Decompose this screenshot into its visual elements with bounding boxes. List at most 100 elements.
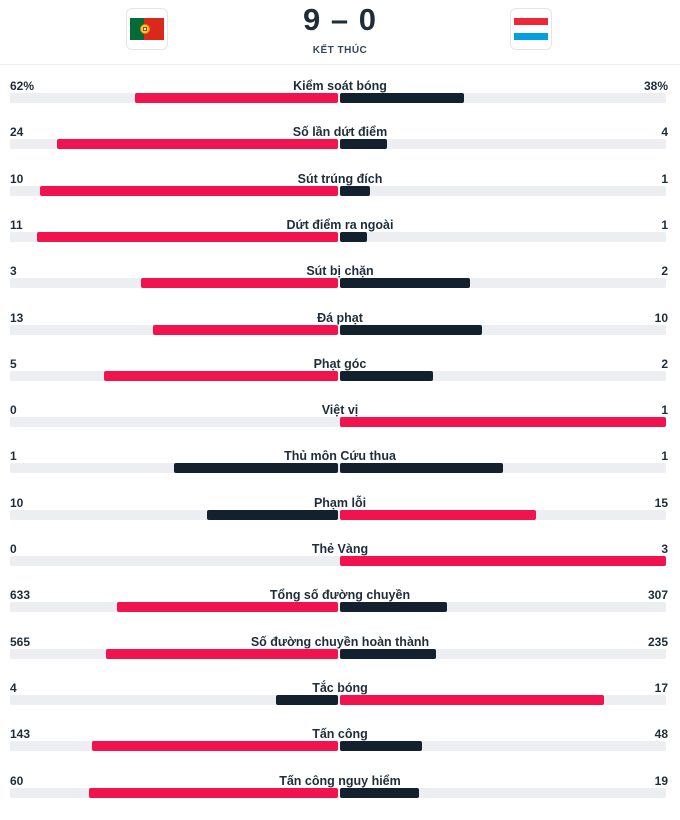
stat-bar-track	[10, 602, 666, 613]
away-stat-value: 1	[661, 403, 668, 418]
stat-bar-track	[10, 278, 666, 289]
away-stat-bar	[340, 417, 666, 428]
home-stat-value: 10	[10, 171, 24, 186]
away-stat-bar	[340, 185, 370, 196]
stat-bar-track	[10, 93, 666, 103]
stat-row: 633 Tổng số đường chuyền 307	[0, 588, 680, 634]
away-stat-bar	[340, 787, 419, 798]
match-score: 9 – 0	[303, 2, 377, 37]
away-stat-value: 3	[661, 542, 668, 556]
stat-row: 10 Phạm lỗi 15	[0, 496, 680, 542]
stat-row: 4 Tắc bóng 17	[0, 681, 680, 727]
stat-label: Phạm lỗi	[313, 495, 367, 510]
stat-bar-track	[10, 139, 666, 150]
match-status: KẾT THÚC	[312, 45, 368, 56]
stat-bar-track	[10, 741, 666, 752]
home-stat-value: 5	[10, 356, 17, 371]
away-stat-value: 1	[661, 217, 668, 232]
stat-bar-track	[10, 694, 666, 705]
stat-bar-track	[10, 185, 666, 196]
away-stat-value: 19	[654, 773, 668, 788]
stat-row: 0 Việt vị 1	[0, 403, 680, 449]
home-stat-bar	[103, 370, 338, 381]
stat-row: 3 Sút bị chặn 2	[0, 264, 680, 310]
stat-label: Thẻ Vàng	[311, 542, 369, 556]
stat-row: 13 Đá phạt 10	[0, 311, 680, 357]
away-stat-bar	[340, 278, 471, 289]
home-stat-value: 633	[10, 588, 31, 603]
home-stat-bar	[89, 787, 338, 798]
home-stat-bar	[106, 648, 338, 659]
stat-bar-track	[10, 463, 666, 474]
away-stat-bar	[340, 509, 536, 520]
stat-row: 24 Số lần dứt điểm 4	[0, 125, 680, 171]
stat-label: Số đường chuyền hoàn thành	[250, 634, 430, 649]
away-stat-bar	[340, 694, 605, 705]
stat-row: 60 Tấn công nguy hiểm 19	[0, 774, 680, 820]
home-stat-value: 0	[10, 403, 17, 418]
away-stat-bar	[340, 602, 447, 613]
home-stat-value: 11	[10, 217, 23, 232]
away-team-flag[interactable]	[510, 8, 552, 50]
home-stat-value: 0	[10, 542, 17, 556]
stat-row: 1 Thủ môn Cứu thua 1	[0, 449, 680, 495]
away-stat-bar	[340, 556, 666, 566]
stat-label: Tắc bóng	[312, 680, 368, 695]
home-stat-value: 1	[10, 449, 17, 464]
stat-label: Sút trúng đích	[297, 171, 383, 186]
home-stat-value: 143	[10, 727, 31, 742]
away-stat-bar	[340, 93, 464, 103]
home-stat-bar	[275, 694, 338, 705]
away-stat-bar	[340, 139, 387, 150]
stat-bar-track	[10, 556, 666, 566]
away-stat-bar	[340, 231, 368, 242]
home-stat-bar	[92, 741, 338, 752]
stat-bar-track	[10, 417, 666, 428]
portugal-flag-icon	[130, 18, 164, 40]
home-stat-bar	[152, 324, 338, 335]
home-team-flag[interactable]	[126, 8, 168, 50]
home-stat-value: 60	[10, 773, 24, 788]
stat-label: Tấn công	[312, 727, 368, 742]
stat-bar-track	[10, 370, 666, 381]
home-stat-value: 13	[10, 310, 24, 325]
away-stat-bar	[340, 324, 482, 335]
home-stat-value: 62%	[10, 79, 35, 93]
home-stat-value: 10	[10, 495, 24, 510]
stat-row: 11 Dứt điểm ra ngoài 1	[0, 218, 680, 264]
home-stat-bar	[56, 139, 338, 150]
stat-row: 62% Kiểm soát bóng 38%	[0, 79, 680, 125]
stat-label: Phạt góc	[313, 356, 367, 371]
stat-label: Thủ môn Cứu thua	[284, 449, 396, 464]
away-stat-value: 307	[647, 588, 668, 603]
stat-label: Số lần dứt điểm	[292, 125, 388, 140]
home-stat-bar	[39, 185, 338, 196]
away-stat-bar	[340, 463, 503, 474]
stat-label: Việt vị	[321, 403, 359, 418]
away-stat-bar	[340, 648, 436, 659]
away-stat-value: 1	[661, 449, 668, 464]
stat-label: Sút bị chặn	[306, 264, 374, 279]
stat-label: Kiểm soát bóng	[293, 79, 387, 93]
home-stat-bar	[134, 93, 338, 103]
home-stat-value: 4	[10, 680, 17, 695]
stat-row: 10 Sút trúng đích 1	[0, 172, 680, 218]
away-stat-value: 2	[661, 264, 668, 279]
away-stat-value: 1	[661, 171, 668, 186]
stat-row: 0 Thẻ Vàng 3	[0, 542, 680, 588]
away-stat-value: 4	[661, 125, 668, 140]
stat-bar-track	[10, 648, 666, 659]
away-stat-value: 17	[654, 680, 668, 695]
home-stat-value: 24	[10, 125, 24, 140]
home-stat-bar	[141, 278, 338, 289]
stat-bar-track	[10, 787, 666, 798]
away-stat-value: 15	[654, 495, 668, 510]
home-stat-bar	[37, 231, 338, 242]
stat-label: Tấn công nguy hiểm	[279, 773, 401, 788]
match-header: 9 – 0 KẾT THÚC	[0, 0, 680, 65]
stat-row: 565 Số đường chuyền hoàn thành 235	[0, 635, 680, 681]
away-stat-value: 235	[647, 634, 668, 649]
luxembourg-flag-icon	[514, 18, 548, 40]
stat-bar-track	[10, 231, 666, 242]
stat-row: 143 Tấn công 48	[0, 727, 680, 773]
